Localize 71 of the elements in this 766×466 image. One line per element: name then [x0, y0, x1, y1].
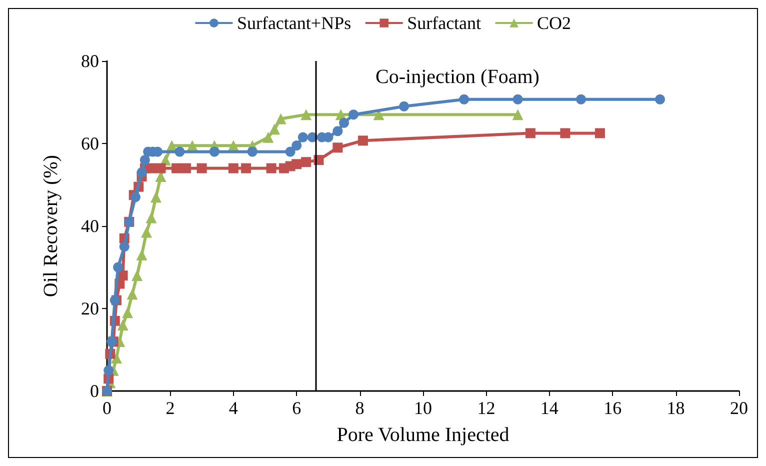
point	[104, 365, 114, 376]
point	[348, 110, 358, 120]
point	[300, 109, 312, 120]
point	[186, 140, 198, 152]
point	[119, 242, 130, 252]
y-tick-label: 80	[81, 51, 99, 71]
point	[110, 352, 122, 364]
point	[275, 113, 286, 124]
point	[576, 94, 586, 104]
point	[117, 320, 128, 330]
y-axis-title: Oil Recovery (%)	[40, 154, 62, 298]
point	[262, 132, 274, 143]
point	[241, 163, 252, 174]
x-tick-label: 20	[730, 398, 748, 418]
point	[136, 249, 148, 260]
x-tick-label: 6	[292, 398, 302, 418]
y-tick-label: 0	[90, 381, 99, 401]
point	[136, 167, 147, 178]
point	[146, 212, 157, 224]
x-tick-label: 2	[166, 398, 175, 418]
x-tick-label: 14	[540, 398, 558, 418]
point	[512, 94, 523, 104]
point	[268, 124, 280, 135]
point	[332, 142, 343, 153]
x-tick-label: 16	[604, 398, 622, 418]
ref-line-label: Co-injection (Foam)	[376, 66, 540, 88]
point	[292, 159, 302, 170]
legend-label: Surfactant	[407, 13, 482, 33]
point	[132, 270, 143, 281]
point	[228, 163, 238, 174]
x-tick-label: 18	[666, 398, 685, 418]
point	[113, 262, 124, 272]
y-tick-label: 20	[81, 298, 99, 318]
point	[525, 128, 536, 138]
point	[292, 140, 302, 151]
point	[126, 288, 138, 300]
point	[140, 155, 150, 165]
point	[146, 163, 156, 174]
point	[172, 163, 182, 174]
point	[594, 128, 605, 138]
point	[141, 226, 152, 238]
point	[209, 146, 220, 157]
point	[655, 94, 665, 104]
y-tick-label: 40	[81, 216, 99, 236]
point	[512, 109, 524, 120]
point	[247, 146, 258, 157]
point	[339, 118, 349, 128]
x-tick-label: 12	[477, 398, 496, 418]
point	[459, 94, 470, 104]
x-axis-title: Pore Volume Injected	[336, 424, 510, 446]
point	[196, 163, 207, 174]
legend-label: Surfactant+NPs	[236, 13, 352, 33]
point	[301, 157, 312, 168]
point	[150, 192, 162, 203]
x-tick-label: 0	[102, 398, 112, 418]
point	[156, 163, 166, 174]
point	[298, 132, 308, 142]
point	[266, 163, 276, 174]
point	[399, 101, 410, 112]
y-tick-label: 60	[81, 134, 99, 154]
x-tick-label: 4	[228, 398, 238, 418]
point	[174, 146, 185, 157]
point	[560, 128, 570, 138]
point	[181, 163, 191, 174]
point	[358, 136, 368, 146]
x-tick-label: 10	[414, 398, 432, 418]
point	[285, 146, 296, 157]
legend-label: CO2	[537, 13, 572, 33]
point	[122, 307, 134, 318]
x-tick-label: 8	[355, 398, 364, 418]
point	[332, 126, 343, 136]
